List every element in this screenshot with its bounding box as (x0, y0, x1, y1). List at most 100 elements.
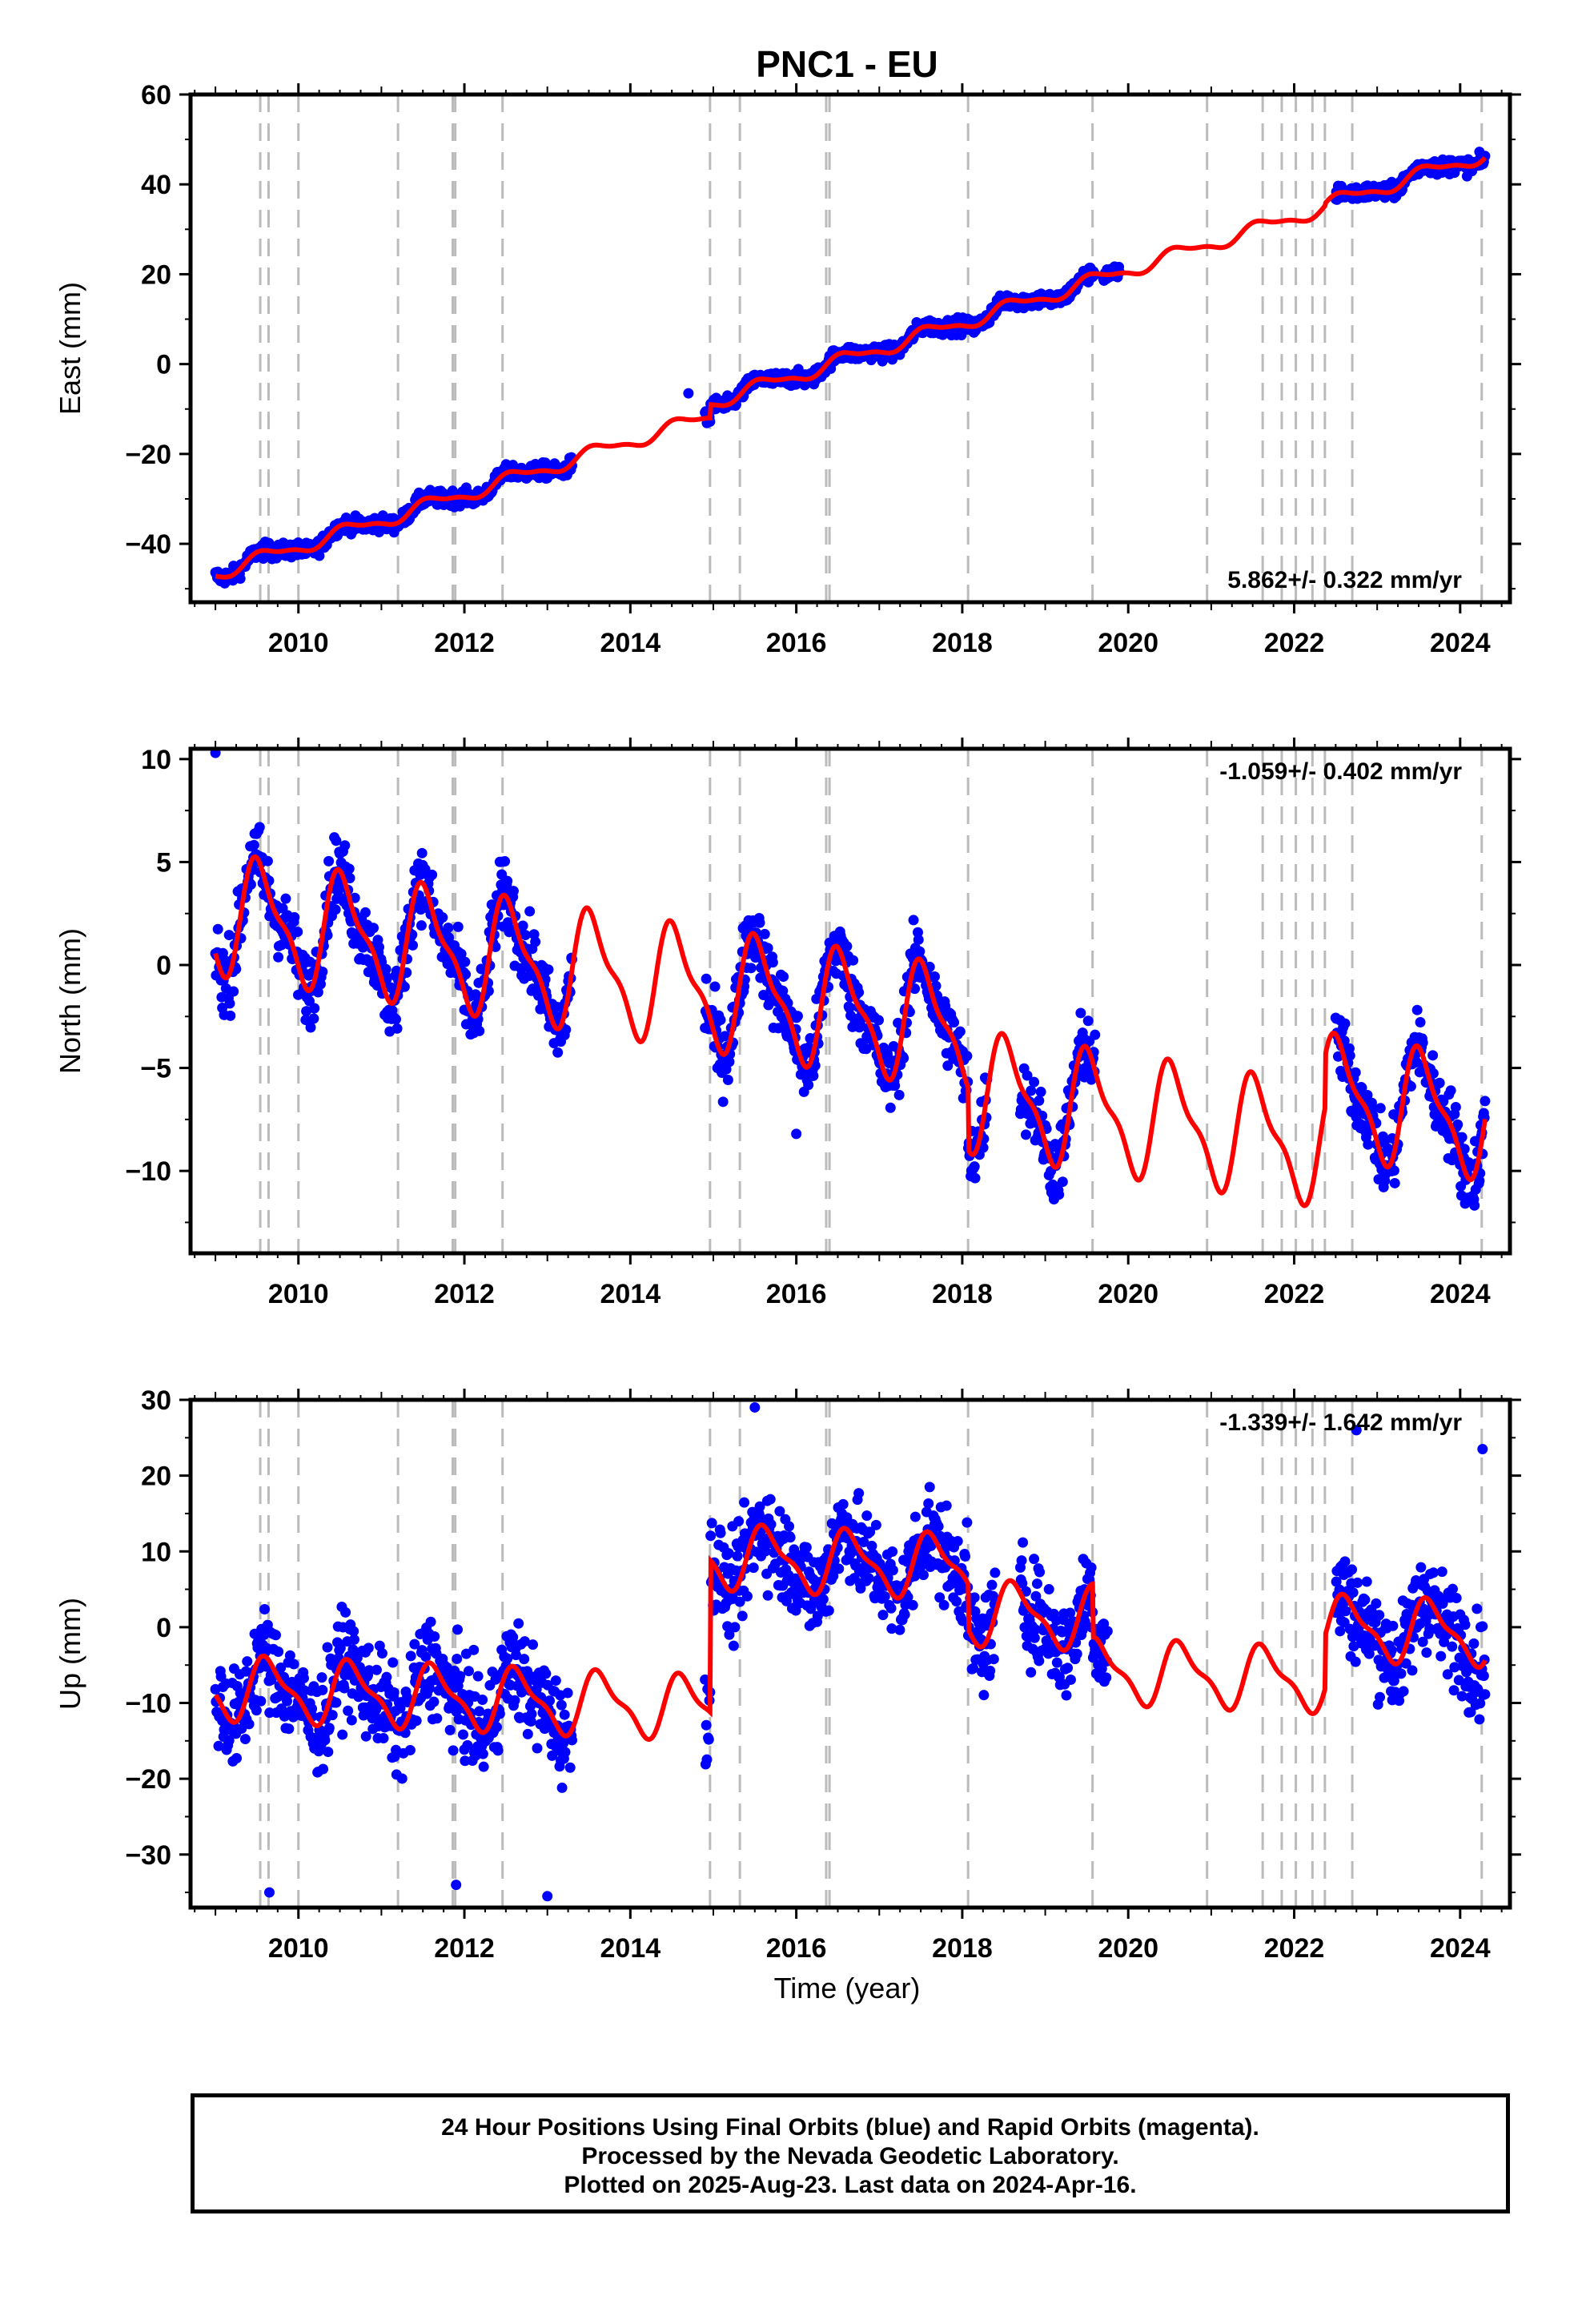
data-point (292, 927, 303, 938)
data-point (817, 1594, 829, 1605)
y-tick-label: 10 (141, 1537, 171, 1567)
data-point (709, 981, 721, 992)
data-point (1339, 1556, 1351, 1567)
data-point (929, 971, 940, 982)
data-point (323, 1723, 335, 1734)
data-point (938, 1599, 950, 1610)
data-point (319, 1735, 331, 1746)
data-point (853, 987, 865, 998)
data-point (1435, 1651, 1447, 1662)
y-tick-label: −30 (125, 1840, 171, 1871)
data-point (1407, 1665, 1418, 1676)
data-point (724, 1056, 735, 1068)
data-point (305, 1022, 316, 1033)
data-point (316, 1672, 327, 1683)
data-point (1451, 1593, 1462, 1604)
data-point (502, 917, 513, 928)
data-point (1411, 1004, 1423, 1015)
data-point (986, 1579, 998, 1590)
data-point (985, 1665, 996, 1676)
data-point (491, 1722, 502, 1733)
data-point (235, 573, 246, 585)
x-tick-label: 2018 (932, 1279, 993, 1309)
footer-line: Plotted on 2025-Aug-23. Last data on 202… (564, 2172, 1137, 2198)
data-point (273, 951, 284, 963)
data-point (762, 1590, 773, 1601)
data-point (1101, 1672, 1112, 1683)
rate-annotation: -1.339+/- 1.642 mm/yr (1219, 1409, 1462, 1436)
data-point (1016, 1555, 1027, 1566)
x-tick-label: 2016 (766, 1933, 827, 1964)
data-point (374, 942, 385, 953)
data-point (1051, 1657, 1062, 1668)
x-tick-label: 2018 (932, 628, 993, 658)
data-point (1361, 1576, 1372, 1587)
data-point (346, 1715, 357, 1726)
data-point (254, 822, 265, 833)
data-point (251, 1705, 262, 1716)
data-point (520, 930, 531, 941)
y-tick-label: −40 (125, 529, 171, 560)
data-point (550, 1675, 561, 1687)
data-point (564, 1762, 576, 1773)
data-point (823, 1605, 834, 1616)
x-tick-label: 2018 (932, 1933, 993, 1964)
x-tick-label: 2012 (434, 1279, 495, 1309)
panel-east: 2010 2012 2014 2016 2018 2020 2022 2024 −40 −20 0 2… (54, 80, 1521, 658)
data-point (376, 1648, 387, 1659)
data-point (301, 1006, 312, 1017)
data-point (224, 998, 235, 1009)
x-tick-label: 2010 (268, 1279, 329, 1309)
data-point (368, 923, 379, 934)
data-point (472, 1671, 484, 1682)
x-tick-label: 2020 (1098, 1933, 1158, 1964)
data-point (1350, 1656, 1361, 1667)
data-point (312, 987, 323, 998)
data-point (1054, 1189, 1065, 1200)
data-point (729, 1622, 741, 1633)
data-point (387, 1657, 399, 1668)
data-point (924, 1482, 935, 1493)
data-point (562, 1687, 573, 1699)
data-point (427, 869, 438, 880)
data-point (717, 1096, 729, 1108)
data-point (862, 1033, 873, 1044)
data-point (917, 1570, 929, 1581)
footer-line: Processed by the Nevada Geodetic Laborat… (581, 2143, 1119, 2169)
data-point (949, 1017, 960, 1028)
model-curve (215, 155, 1488, 580)
data-point (477, 1694, 488, 1705)
data-point (1480, 1096, 1491, 1107)
data-point (870, 1519, 881, 1530)
data-point (970, 1172, 981, 1184)
data-point (477, 1748, 488, 1759)
data-point (289, 911, 300, 923)
data-point (933, 1521, 944, 1532)
x-tick-label: 2024 (1430, 628, 1491, 658)
data-point (715, 1015, 726, 1026)
data-point (1447, 1641, 1458, 1652)
data-point (509, 1695, 520, 1706)
data-point (737, 1610, 748, 1622)
data-point (262, 855, 273, 866)
data-point (500, 856, 511, 867)
data-point (1387, 1620, 1399, 1631)
data-point (371, 1664, 382, 1675)
data-point (225, 1010, 236, 1021)
data-point (231, 1753, 243, 1764)
data-point (1035, 1086, 1046, 1097)
data-point (556, 1782, 568, 1793)
data-point (951, 1596, 962, 1607)
data-point (1436, 1566, 1447, 1578)
x-tick-label: 2024 (1430, 1279, 1491, 1309)
data-point (1034, 1095, 1045, 1106)
y-tick-label: 0 (156, 350, 171, 380)
data-point (508, 1631, 519, 1642)
data-point (323, 1747, 334, 1758)
data-point (1018, 1537, 1029, 1548)
data-point (762, 943, 773, 954)
data-point (1460, 1619, 1471, 1630)
data-point (519, 1654, 530, 1665)
x-tick-label: 2014 (600, 628, 661, 658)
x-tick-label: 2014 (600, 1279, 661, 1309)
